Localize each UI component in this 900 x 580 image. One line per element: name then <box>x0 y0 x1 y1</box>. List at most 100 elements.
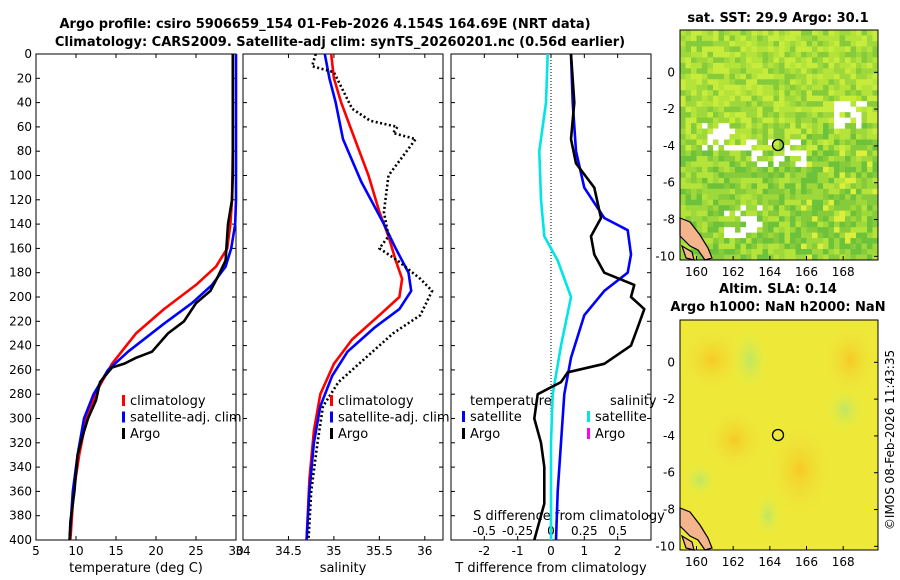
x-tick-label: 15 <box>108 544 123 558</box>
sst-map: sat. SST: 29.9 Argo: 30.1 160 162 164 166 16… <box>655 11 879 279</box>
x-tick-label: 34.5 <box>275 544 302 558</box>
y-tick-label: 40 <box>17 96 32 110</box>
legend-label: Argo <box>470 427 500 442</box>
series-line-argo <box>68 54 235 541</box>
legend-swatch <box>122 428 125 439</box>
legend-label: satellite <box>595 410 647 425</box>
x-axis-label: temperature (deg C) <box>69 561 203 576</box>
sst-map-title: sat. SST: 29.9 Argo: 30.1 <box>687 11 868 26</box>
y-tick-label: 160 <box>9 241 32 255</box>
map-x-tick-label: 164 <box>758 555 781 569</box>
plot-frame <box>35 53 237 541</box>
series-line-t-argo <box>533 53 646 541</box>
y-tick-label: 100 <box>9 169 32 183</box>
legend-swatch <box>330 428 333 439</box>
x-tick-label: 20 <box>148 544 163 558</box>
x-tick-label: 34 <box>235 544 250 558</box>
legend-label: satellite-adj. clim <box>338 411 450 426</box>
y-tick-label: 0 <box>24 47 32 61</box>
map-y-tick-label: -2 <box>663 102 675 116</box>
y-tick-label: 400 <box>9 533 32 547</box>
salinity-panel: 34 34.5 35 35.5 36 salinity climatology satelli… <box>235 53 450 576</box>
legend-swatch <box>587 411 590 422</box>
s-tick-label: -0.25 <box>502 524 533 538</box>
sla-map: Altim. SLA: 0.14 Argo h1000: NaN h2000: … <box>655 282 885 569</box>
x-tick-label: 30 <box>228 544 243 558</box>
x-axis-label: T difference from climatology <box>454 561 647 576</box>
y-tick-label: 300 <box>9 412 32 426</box>
map-x-tick-label: 160 <box>685 265 708 279</box>
map-y-tick-label: -10 <box>655 539 675 553</box>
legend-label: satellite-adj. clim <box>130 411 242 426</box>
map-y-tick-label: -8 <box>663 503 675 517</box>
y-tick-label: 220 <box>9 314 32 328</box>
map-y-tick-label: -8 <box>663 213 675 227</box>
y-tick-label: 340 <box>9 460 32 474</box>
legend-swatch <box>462 428 465 439</box>
x-tick-label: 25 <box>188 544 203 558</box>
series-line-climatology <box>305 53 404 541</box>
y-tick-label: 240 <box>9 339 32 353</box>
x-tick-label: 0 <box>547 544 555 558</box>
y-tick-label: 380 <box>9 509 32 523</box>
y-tick-label: 320 <box>9 436 32 450</box>
legend-swatch <box>462 411 465 422</box>
legend-label: climatology <box>130 394 206 409</box>
argo-location-marker <box>771 428 785 442</box>
sla-map-title2: Argo h1000: NaN h2000: NaN <box>670 300 885 315</box>
map-x-tick-label: 160 <box>685 555 708 569</box>
map-x-tick-label: 168 <box>832 555 855 569</box>
title-line2: Climatology: CARS2009. Satellite-adj cli… <box>55 35 625 50</box>
y-tick-label: 360 <box>9 484 32 498</box>
series-line-satellite-adj-clim <box>305 53 413 541</box>
y-tick-label: 80 <box>17 144 32 158</box>
map-x-tick-label: 162 <box>722 265 745 279</box>
x-tick-label: -1 <box>512 544 524 558</box>
map-y-tick-label: -4 <box>663 139 675 153</box>
y-tick-label: 280 <box>9 387 32 401</box>
argo-location-marker <box>771 138 785 152</box>
y-tick-label: 20 <box>17 71 32 85</box>
x-tick-label: 35.5 <box>366 544 393 558</box>
legend-header: temperature <box>470 394 552 409</box>
s-tick-label: -0.5 <box>473 524 496 538</box>
copyright-label: ©IMOS 08-Feb-2026 11:43:35 <box>883 350 897 530</box>
map-y-tick-label: 0 <box>667 355 675 369</box>
y-tick-label: 140 <box>9 217 32 231</box>
plot-frame <box>242 53 444 541</box>
series-line-climatology <box>69 54 235 541</box>
land-icon <box>679 217 713 261</box>
legend-swatch <box>122 395 125 406</box>
x-tick-label: 1 <box>581 544 589 558</box>
map-y-tick-label: -4 <box>663 429 675 443</box>
x-tick-label: 2 <box>614 544 622 558</box>
map-x-tick-label: 164 <box>758 265 781 279</box>
y-tick-label: 180 <box>9 266 32 280</box>
y-tick-label: 200 <box>9 290 32 304</box>
legend-swatch <box>122 411 125 423</box>
y-tick-label: 120 <box>9 193 32 207</box>
s-axis-label: S difference from climatology <box>473 509 665 524</box>
map-y-tick-label: -10 <box>655 249 675 263</box>
legend-label: Argo <box>130 427 160 442</box>
title-line1: Argo profile: csiro 5906659_154 01-Feb-2… <box>59 17 590 32</box>
map-x-tick-label: 166 <box>795 265 818 279</box>
x-tick-label: 36 <box>417 544 432 558</box>
map-x-tick-label: 162 <box>722 555 745 569</box>
x-tick-label: 10 <box>68 544 83 558</box>
map-y-tick-label: -6 <box>663 176 675 190</box>
difference-panel: -2 -1 0 1 2 T difference from climatology S di… <box>450 53 665 576</box>
series-line-s-satellite <box>538 53 573 540</box>
temperature-panel: 0 20 40 60 80 100 120 140 160 180 200 220 240 260 280 3… <box>9 47 244 576</box>
s-tick-label: 0.25 <box>571 524 598 538</box>
map-y-tick-label: -6 <box>663 466 675 480</box>
y-tick-label: 260 <box>9 363 32 377</box>
series-line-t-satellite <box>554 53 633 541</box>
x-tick-label: 5 <box>32 544 40 558</box>
map-y-tick-label: 0 <box>667 65 675 79</box>
legend-label: satellite <box>470 410 522 425</box>
series-line-satellite-adj-clim <box>68 54 238 541</box>
legend-swatch <box>330 395 333 406</box>
map-x-tick-label: 168 <box>832 265 855 279</box>
